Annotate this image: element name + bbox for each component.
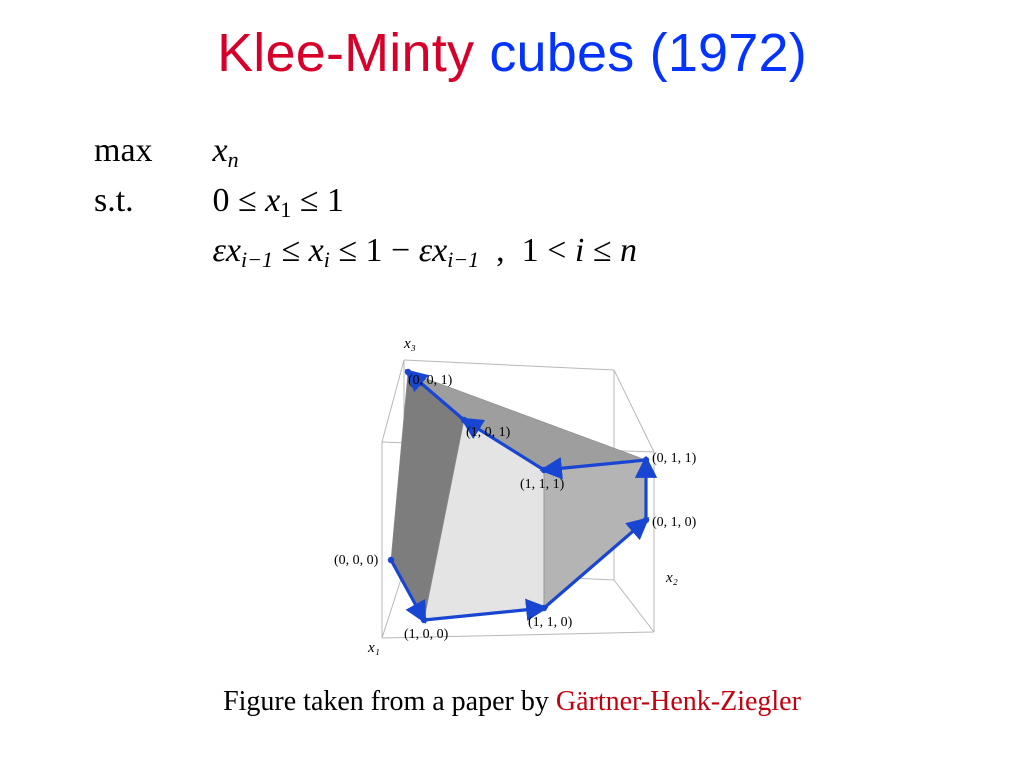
svg-text:(1, 1, 0): (1, 1, 0) — [528, 615, 573, 630]
math-c2-expr: εxi−1 ≤ xi ≤ 1 − εxi−1 , 1 < i ≤ n — [213, 232, 637, 269]
title-part-1: Klee-Minty — [217, 23, 474, 83]
svg-text:(0, 1, 0): (0, 1, 0) — [652, 515, 697, 530]
svg-text:(0, 0, 0): (0, 0, 0) — [334, 553, 379, 568]
math-c1-expr: 0 ≤ x1 ≤ 1 — [213, 182, 344, 219]
svg-text:(1, 1, 1): (1, 1, 1) — [520, 477, 565, 492]
svg-text:x₃: x₃ — [403, 336, 416, 352]
svg-text:(0, 0, 1): (0, 0, 1) — [408, 373, 453, 388]
svg-text:(1, 0, 1): (1, 0, 1) — [466, 425, 511, 440]
svg-text:(0, 1, 1): (0, 1, 1) — [652, 451, 697, 466]
title-part-2: cubes (1972) — [474, 23, 807, 83]
klee-minty-diagram: (1, 0, 0) (1, 0, 1) (1, 1, 0) (1, 1, 1) (0, … — [296, 330, 726, 670]
math-objective-expr: xn — [213, 132, 239, 169]
slide-title: Klee-Minty cubes (1972) — [0, 22, 1024, 84]
label-st: s.t. — [94, 176, 204, 225]
math-constraint-2: εxi−1 ≤ xi ≤ 1 − εxi−1 , 1 < i ≤ n — [94, 226, 637, 276]
math-block: max xn s.t. 0 ≤ x1 ≤ 1 εxi−1 ≤ xi ≤ 1 − … — [94, 126, 637, 276]
slide: Klee-Minty cubes (1972) max xn s.t. 0 ≤ … — [0, 0, 1024, 768]
svg-text:(1, 0, 0): (1, 0, 0) — [404, 627, 449, 642]
math-objective: max xn — [94, 126, 637, 176]
figure-caption: Figure taken from a paper by Gärtner-Hen… — [0, 686, 1024, 718]
svg-text:x₂: x₂ — [665, 570, 678, 586]
caption-prefix: Figure taken from a paper by — [223, 686, 556, 717]
label-max: max — [94, 126, 204, 175]
diagram-svg: (1, 0, 0) (1, 0, 1) (1, 1, 0) (1, 1, 1) (0, … — [296, 330, 726, 670]
caption-attribution: Gärtner-Henk-Ziegler — [556, 686, 801, 717]
math-constraint-1: s.t. 0 ≤ x1 ≤ 1 — [94, 176, 637, 226]
svg-text:x₁: x₁ — [367, 640, 380, 656]
